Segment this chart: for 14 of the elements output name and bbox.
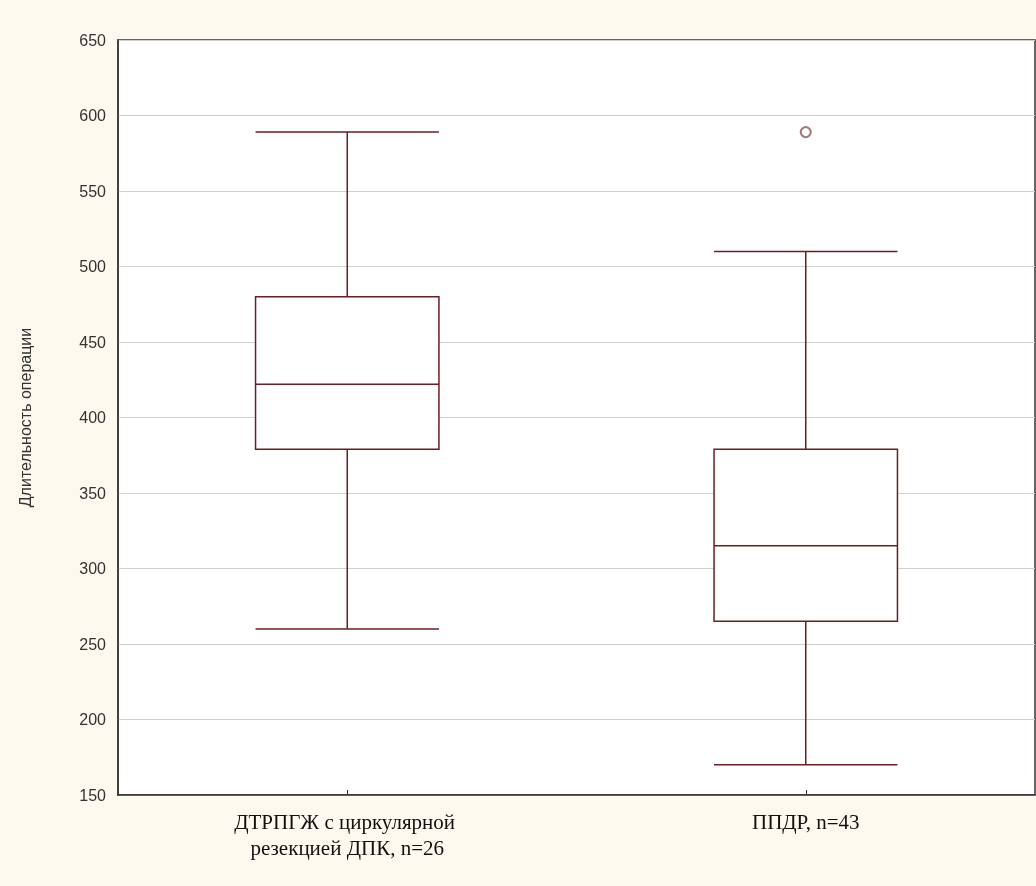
y-tick-label: 150	[79, 786, 107, 804]
y-tick-label: 200	[79, 711, 107, 728]
y-tick-label: 450	[79, 333, 107, 351]
y-tick-label: 300	[79, 560, 107, 577]
y-tick-label: 350	[79, 484, 107, 502]
y-tick-label: 400	[79, 409, 107, 426]
x-tick-label: ППДР, n=43	[751, 810, 860, 834]
y-axis-title: Длительность операции	[16, 327, 34, 508]
y-tick-label: 250	[79, 635, 107, 653]
y-tick-label: 550	[79, 182, 107, 200]
y-tick-label: 600	[79, 107, 107, 124]
y-tick-label: 500	[79, 258, 107, 275]
x-tick-label: ДТРПГЖ с циркулярной резекцией ДПК, n=26	[234, 810, 461, 860]
y-tick-label: 650	[79, 31, 107, 49]
